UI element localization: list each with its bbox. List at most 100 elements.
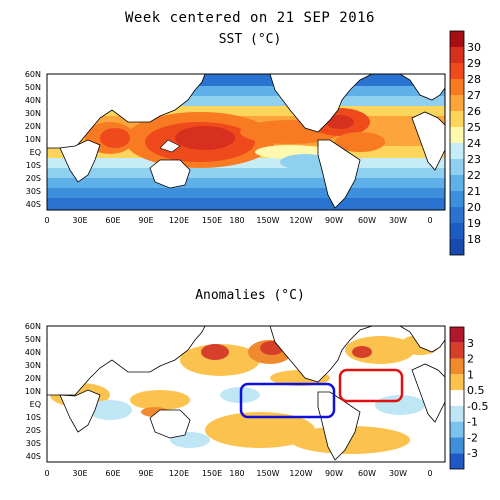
- svg-text:180: 180: [229, 216, 244, 225]
- svg-text:20N: 20N: [25, 122, 41, 131]
- anomaly-colorbar-label: 3: [467, 337, 474, 350]
- anomaly-map: [46, 325, 446, 463]
- anomaly-colorbar-label: -1: [467, 416, 478, 429]
- sst-colorbar-swatch: [450, 143, 464, 159]
- sst-colorbar-swatch: [450, 207, 464, 223]
- sst-colorbar-swatch: [450, 223, 464, 239]
- svg-text:60E: 60E: [105, 469, 120, 478]
- svg-text:30N: 30N: [25, 109, 41, 118]
- anomaly-lon-labels: 0 30E 60E 90E 120E 150E 180 150W 120W 90…: [44, 469, 432, 478]
- svg-text:10N: 10N: [25, 387, 41, 396]
- svg-text:90E: 90E: [138, 216, 153, 225]
- anomaly-colorbar-label: -2: [467, 431, 478, 444]
- svg-text:20S: 20S: [26, 174, 41, 183]
- svg-text:30S: 30S: [26, 187, 41, 196]
- anomaly-colorbar-swatch: [450, 342, 464, 359]
- svg-text:30W: 30W: [389, 469, 407, 478]
- svg-text:120E: 120E: [169, 216, 189, 225]
- anomaly-colorbar-swatch: [450, 421, 464, 438]
- svg-text:40N: 40N: [25, 96, 41, 105]
- svg-text:150W: 150W: [256, 216, 279, 225]
- svg-text:0: 0: [44, 469, 49, 478]
- svg-text:0: 0: [44, 216, 49, 225]
- svg-text:0: 0: [427, 216, 432, 225]
- sst-colorbar-label: 23: [467, 153, 481, 166]
- svg-text:150W: 150W: [256, 469, 279, 478]
- svg-text:60N: 60N: [25, 322, 41, 331]
- svg-text:40S: 40S: [26, 452, 41, 461]
- sst-colorbar-label: 25: [467, 121, 481, 134]
- anomaly-colorbar-swatch: [450, 327, 464, 343]
- svg-text:0: 0: [427, 469, 432, 478]
- sst-colorbar-label: 24: [467, 137, 481, 150]
- sst-colorbar-label: 26: [467, 105, 481, 118]
- sst-colorbar: 30 29 28 27 26 25 24 23 22 21 20 19 18: [449, 30, 481, 256]
- anomaly-colorbar-swatch: [450, 437, 464, 454]
- svg-text:30N: 30N: [25, 361, 41, 370]
- sst-lon-labels: 0 30E 60E 90E 120E 150E 180 150W 120W 90…: [44, 216, 432, 225]
- sst-colorbar-swatch: [450, 63, 464, 79]
- svg-text:20N: 20N: [25, 374, 41, 383]
- sst-colorbar-label: 18: [467, 233, 481, 246]
- sst-colorbar-swatch: [450, 239, 464, 255]
- svg-text:30S: 30S: [26, 439, 41, 448]
- sst-colorbar-label: 19: [467, 217, 481, 230]
- anomaly-colorbar-label: 0.5: [467, 384, 485, 397]
- svg-text:10S: 10S: [26, 161, 41, 170]
- svg-text:EQ: EQ: [30, 148, 41, 157]
- sst-lat-labels: 60N 50N 40N 30N 20N 10N EQ 10S 20S 30S 4…: [25, 70, 41, 209]
- sst-colorbar-swatch: [450, 191, 464, 207]
- sst-colorbar-swatch: [450, 175, 464, 191]
- blue-highlight-box: [239, 382, 336, 419]
- anomaly-colorbar-swatch: [450, 358, 464, 375]
- svg-text:150E: 150E: [202, 469, 222, 478]
- svg-text:90W: 90W: [325, 469, 343, 478]
- anomaly-lat-labels: 60N 50N 40N 30N 20N 10N EQ 10S 20S 30S 4…: [25, 322, 41, 461]
- anomaly-colorbar: 3 2 1 0.5 -0.5 -1 -2 -3: [449, 326, 488, 470]
- svg-text:150E: 150E: [202, 216, 222, 225]
- sst-colorbar-label: 29: [467, 57, 481, 70]
- svg-text:50N: 50N: [25, 83, 41, 92]
- sst-colorbar-swatch: [450, 159, 464, 175]
- svg-text:10S: 10S: [26, 413, 41, 422]
- sst-subtitle: SST (°C): [218, 32, 282, 47]
- svg-text:30E: 30E: [72, 469, 87, 478]
- svg-text:120E: 120E: [169, 469, 189, 478]
- svg-text:40S: 40S: [26, 200, 41, 209]
- anomaly-colorbar-label: -3: [467, 447, 478, 460]
- sst-colorbar-swatch: [450, 95, 464, 111]
- sst-colorbar-label: 27: [467, 89, 481, 102]
- svg-text:90W: 90W: [325, 216, 343, 225]
- svg-text:90E: 90E: [138, 469, 153, 478]
- svg-text:60E: 60E: [105, 216, 120, 225]
- sst-colorbar-label: 28: [467, 73, 481, 86]
- svg-text:30E: 30E: [72, 216, 87, 225]
- anomaly-colorbar-label: -0.5: [467, 400, 488, 413]
- svg-text:60N: 60N: [25, 70, 41, 79]
- svg-text:40N: 40N: [25, 348, 41, 357]
- svg-text:120W: 120W: [289, 216, 312, 225]
- anomaly-colorbar-label: 2: [467, 353, 474, 366]
- svg-text:120W: 120W: [289, 469, 312, 478]
- svg-text:20S: 20S: [26, 426, 41, 435]
- map-title: Week centered on 21 SEP 2016: [124, 10, 375, 26]
- sst-colorbar-label: 30: [467, 41, 481, 54]
- sst-colorbar-swatch: [450, 47, 464, 63]
- anomaly-colorbar-swatch: [450, 374, 464, 391]
- sst-colorbar-label: 22: [467, 169, 481, 182]
- anomaly-title: Anomalies (°C): [195, 288, 305, 303]
- svg-text:EQ: EQ: [30, 400, 41, 409]
- sst-colorbar-swatch: [450, 31, 464, 47]
- anomaly-colorbar-swatch: [450, 453, 464, 469]
- sst-colorbar-swatch: [450, 79, 464, 95]
- anomaly-colorbar-swatch: [450, 405, 464, 422]
- red-highlight-box: [338, 368, 404, 403]
- svg-text:30W: 30W: [389, 216, 407, 225]
- svg-text:50N: 50N: [25, 335, 41, 344]
- svg-text:180: 180: [229, 469, 244, 478]
- svg-text:60W: 60W: [358, 216, 376, 225]
- anomaly-colorbar-swatch: [450, 390, 464, 406]
- sst-colorbar-label: 21: [467, 185, 481, 198]
- svg-text:10N: 10N: [25, 135, 41, 144]
